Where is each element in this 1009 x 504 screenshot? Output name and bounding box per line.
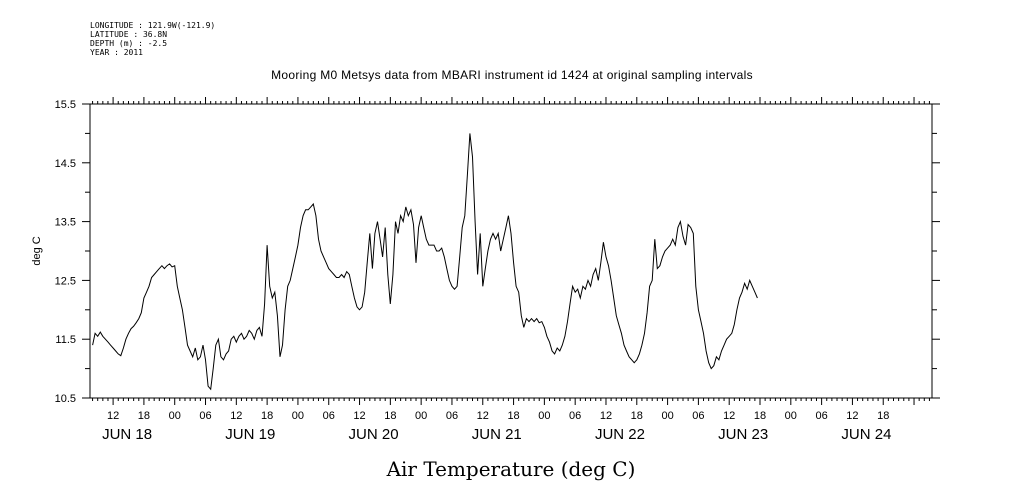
x-tick-label: 18 — [138, 410, 150, 422]
y-tick-label: 14.5 — [55, 158, 76, 170]
x-tick-label: 12 — [846, 410, 858, 422]
x-tick-label: 06 — [692, 410, 704, 422]
day-label: JUN 18 — [102, 426, 152, 443]
x-tick-label: 06 — [815, 410, 827, 422]
x-tick-label: 18 — [754, 410, 766, 422]
x-axis-label: Air Temperature (deg C) — [386, 457, 636, 481]
x-tick-label: 12 — [107, 410, 119, 422]
day-label: JUN 20 — [349, 426, 399, 443]
x-tick-label: 12 — [600, 410, 612, 422]
day-label: JUN 24 — [841, 426, 891, 443]
latitude-text: LATITUDE : 36.8N — [90, 30, 168, 39]
x-tick-label: 00 — [415, 410, 427, 422]
series-line — [92, 133, 758, 391]
y-tick-label: 13.5 — [55, 217, 76, 229]
y-tick-label: 12.5 — [55, 275, 76, 287]
day-label: JUN 23 — [718, 426, 768, 443]
plot-frame — [89, 103, 933, 399]
day-label: JUN 19 — [225, 426, 275, 443]
longitude-text: LONGITUDE : 121.9W(-121.9) — [90, 21, 216, 30]
x-tick-label: 00 — [538, 410, 550, 422]
x-tick-labels: 12 18 00 06 12 18 00 06 12 18 00 06 12 18 00 06 12 18 00 06… — [107, 410, 889, 422]
x-tick-label: 00 — [661, 410, 673, 422]
y-tick-label: 15.5 — [55, 99, 76, 111]
x-tick-label: 18 — [507, 410, 519, 422]
metadata-block: LONGITUDE : 121.9W(-121.9) LATITUDE : 36… — [90, 21, 215, 57]
x-tick-label: 06 — [446, 410, 458, 422]
year-text: YEAR : 2011 — [90, 48, 143, 57]
x-tick-label: 12 — [477, 410, 489, 422]
y-tick-label: 11.5 — [55, 334, 76, 346]
y-axis-label: deg C — [31, 236, 43, 265]
x-tick-label: 00 — [169, 410, 181, 422]
y-tick-labels: 10.5 11.5 12.5 13.5 14.5 15.5 — [55, 99, 76, 405]
x-tick-label: 18 — [631, 410, 643, 422]
x-tick-label: 06 — [199, 410, 211, 422]
x-tick-label: 18 — [384, 410, 396, 422]
x-tick-label: 06 — [569, 410, 581, 422]
x-tick-label: 06 — [323, 410, 335, 422]
x-tick-label: 12 — [230, 410, 242, 422]
chart-title: Mooring M0 Metsys data from MBARI instru… — [271, 68, 753, 82]
x-tick-label: 18 — [261, 410, 273, 422]
x-tick-label: 00 — [785, 410, 797, 422]
x-tick-label: 00 — [292, 410, 304, 422]
x-tick-label: 12 — [723, 410, 735, 422]
day-label: JUN 21 — [472, 426, 522, 443]
y-tick-label: 10.5 — [55, 393, 76, 405]
day-labels: JUN 18 JUN 19 JUN 20 JUN 21 JUN 22 JUN 23 JUN … — [102, 426, 891, 443]
day-label: JUN 22 — [595, 426, 645, 443]
x-tick-label: 18 — [877, 410, 889, 422]
x-tick-label: 12 — [353, 410, 365, 422]
ticks — [82, 97, 940, 405]
depth-text: DEPTH (m) : -2.5 — [90, 39, 168, 48]
